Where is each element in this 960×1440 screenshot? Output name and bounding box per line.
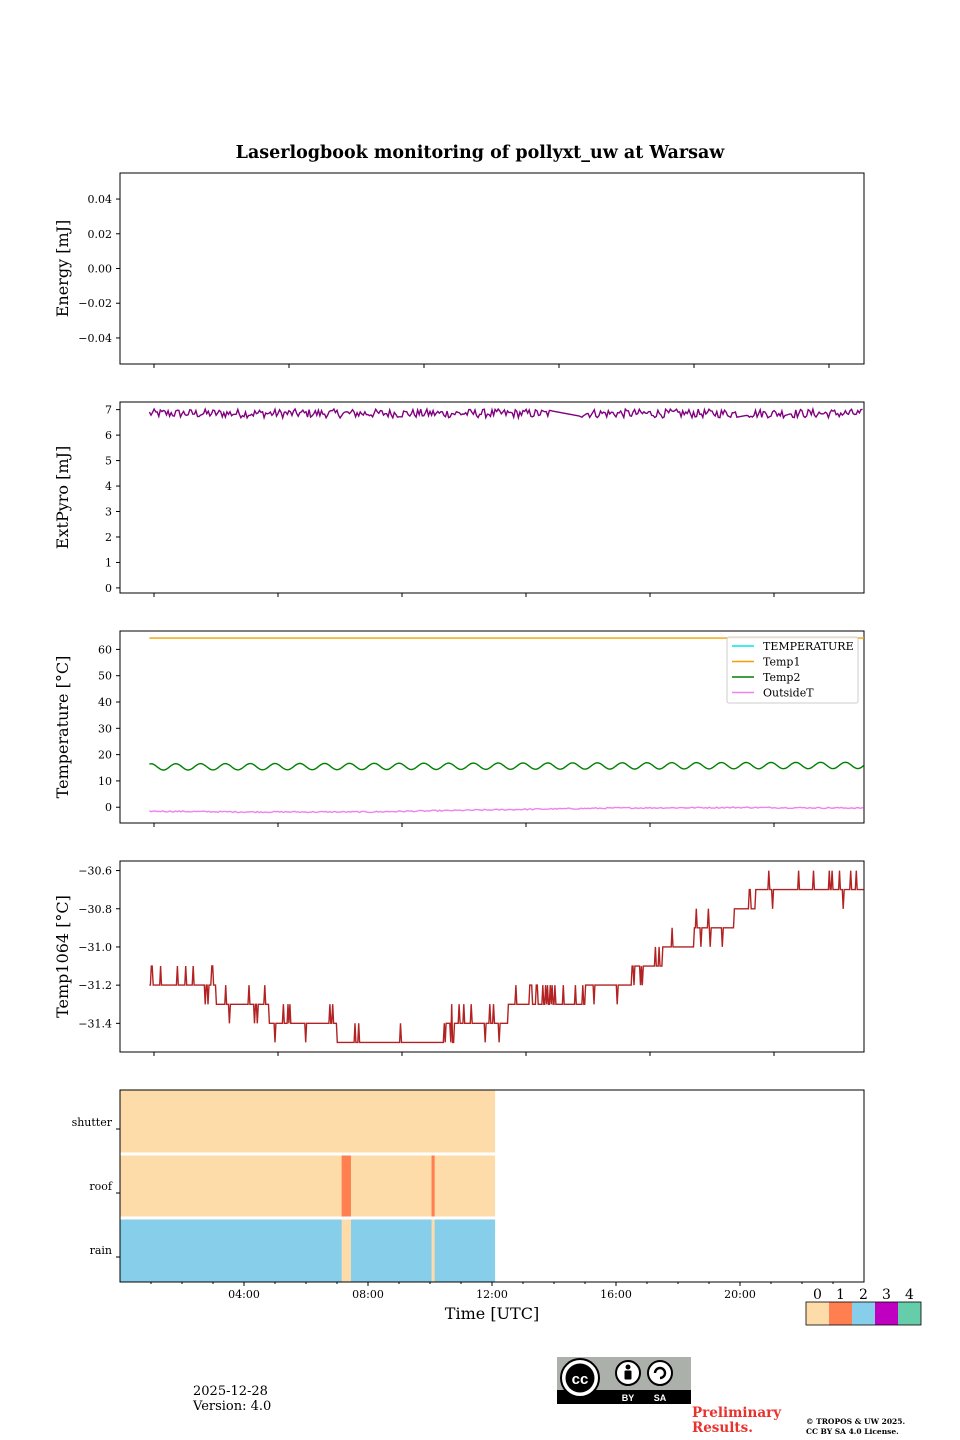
status-event (431, 1218, 435, 1282)
status-row-label: shutter (72, 1116, 113, 1129)
legend-box (726, 636, 859, 704)
colorbar-label: 2 (859, 1287, 868, 1303)
extpyro-ytick-label: 5 (105, 455, 112, 468)
extpyro-ytick-label: 3 (105, 506, 112, 519)
copyright-line1: © TROPOS & UW 2025. (806, 1417, 906, 1426)
status-event (341, 1218, 351, 1282)
colorbar-label: 4 (905, 1287, 914, 1303)
preliminary-line1: Preliminary (692, 1405, 782, 1421)
footer-info: 2025-12-28 Version: 4.0 (193, 1384, 271, 1414)
temperature-ytick-label: 0 (105, 801, 112, 814)
status-event (431, 1154, 435, 1218)
energy-ytick-label: 0.00 (88, 263, 113, 276)
status-row-label: roof (89, 1180, 113, 1193)
preliminary-line2: Results. (692, 1420, 753, 1436)
extpyro-ytick-label: 1 (105, 556, 112, 569)
temp1064-ytick-label: −30.6 (78, 865, 112, 878)
energy-ytick-label: 0.04 (88, 193, 113, 206)
status-xtick-label: 16:00 (600, 1288, 632, 1301)
temperature-ytick-label: 30 (98, 722, 112, 735)
temperature-series-temp2 (149, 761, 865, 771)
by-icon-body (624, 1370, 632, 1380)
temperature-frame (119, 630, 865, 824)
sa-icon-arrow (653, 1366, 667, 1380)
status-row-shutter (120, 1090, 496, 1154)
legend-label: OutsideT (763, 687, 814, 700)
legend-label: Temp1 (763, 656, 800, 669)
footer-date: 2025-12-28 (193, 1384, 268, 1399)
energy-ytick-label: 0.02 (88, 228, 113, 241)
extpyro-ytick-label: 0 (105, 582, 112, 595)
footer-version: Version: 4.0 (193, 1399, 272, 1414)
cc-icon-inner (565, 1363, 595, 1393)
temp1064-frame (119, 860, 865, 1053)
by-icon-head (625, 1364, 631, 1370)
extpyro-series-line (148, 406, 863, 421)
energy-ytick-label: −0.02 (78, 297, 112, 310)
energy-ylabel: Energy [mJ] (53, 220, 72, 318)
status-xtick-label: 04:00 (228, 1288, 260, 1301)
status-xtick-label: 20:00 (724, 1288, 756, 1301)
colorbar-cell (806, 1302, 829, 1325)
temperature-legend: TEMPERATURE Temp1 Temp2 OutsideT (726, 636, 859, 704)
status-event (341, 1154, 351, 1218)
status-row-label: rain (90, 1244, 112, 1257)
colorbar-cell (829, 1302, 852, 1325)
colorbar-cell (852, 1302, 875, 1325)
temperature-ytick-label: 20 (98, 749, 112, 762)
temperature-series-outsidet (149, 806, 864, 814)
cc-icon-glyph: cc (572, 1371, 589, 1388)
cc-by-label: BY (622, 1393, 635, 1403)
energy-frame (119, 172, 865, 365)
extpyro-ytick-label: 6 (105, 429, 112, 442)
extpyro-ylabel: ExtPyro [mJ] (53, 446, 72, 549)
energy-ytick-label: −0.04 (78, 332, 112, 345)
extpyro-frame (119, 401, 865, 594)
extpyro-ytick-label: 2 (105, 531, 112, 544)
temp1064-ylabel: Temp1064 [°C] (53, 895, 72, 1018)
colorbar-label: 3 (882, 1287, 891, 1303)
figure-title: Laserlogbook monitoring of pollyxt_uw at… (236, 143, 726, 163)
colorbar-label: 1 (836, 1287, 845, 1303)
cc-sa-label: SA (654, 1393, 667, 1403)
temperature-ytick-label: 10 (98, 775, 112, 788)
temp1064-ytick-label: −31.0 (78, 941, 112, 954)
temperature-ytick-label: 40 (98, 696, 112, 709)
sa-icon (647, 1360, 673, 1386)
temperature-ylabel: Temperature [°C] (53, 656, 72, 799)
colorbar-frame (805, 1301, 922, 1326)
extpyro-ytick-label: 7 (105, 404, 112, 417)
legend-label: Temp2 (763, 671, 800, 684)
colorbar-label: 0 (813, 1287, 822, 1303)
colorbar-cell (898, 1302, 921, 1325)
status-row-roof (120, 1154, 496, 1218)
legend-label: TEMPERATURE (763, 640, 854, 653)
status-xtick-label: 12:00 (476, 1288, 508, 1301)
temp1064-series-line (149, 870, 864, 1044)
preliminary-note: Preliminary Results. (692, 1406, 781, 1436)
cc-by-sa-badge: cc BY SA (557, 1357, 691, 1404)
status-row-rain (120, 1218, 496, 1282)
temperature-ytick-label: 50 (98, 670, 112, 683)
temperature-ytick-label: 60 (98, 643, 112, 656)
temp1064-ytick-label: −31.2 (78, 979, 112, 992)
status-xtick-label: 08:00 (352, 1288, 384, 1301)
temp1064-ytick-label: −31.4 (78, 1017, 112, 1030)
status-xlabel: Time [UTC] (445, 1304, 539, 1323)
copyright-note: © TROPOS & UW 2025. CC BY SA 4.0 License… (806, 1417, 905, 1437)
copyright-line2: CC BY SA 4.0 License. (806, 1427, 899, 1436)
temp1064-ytick-label: −30.8 (78, 903, 112, 916)
extpyro-ytick-label: 4 (105, 480, 112, 493)
colorbar-cell (875, 1302, 898, 1325)
